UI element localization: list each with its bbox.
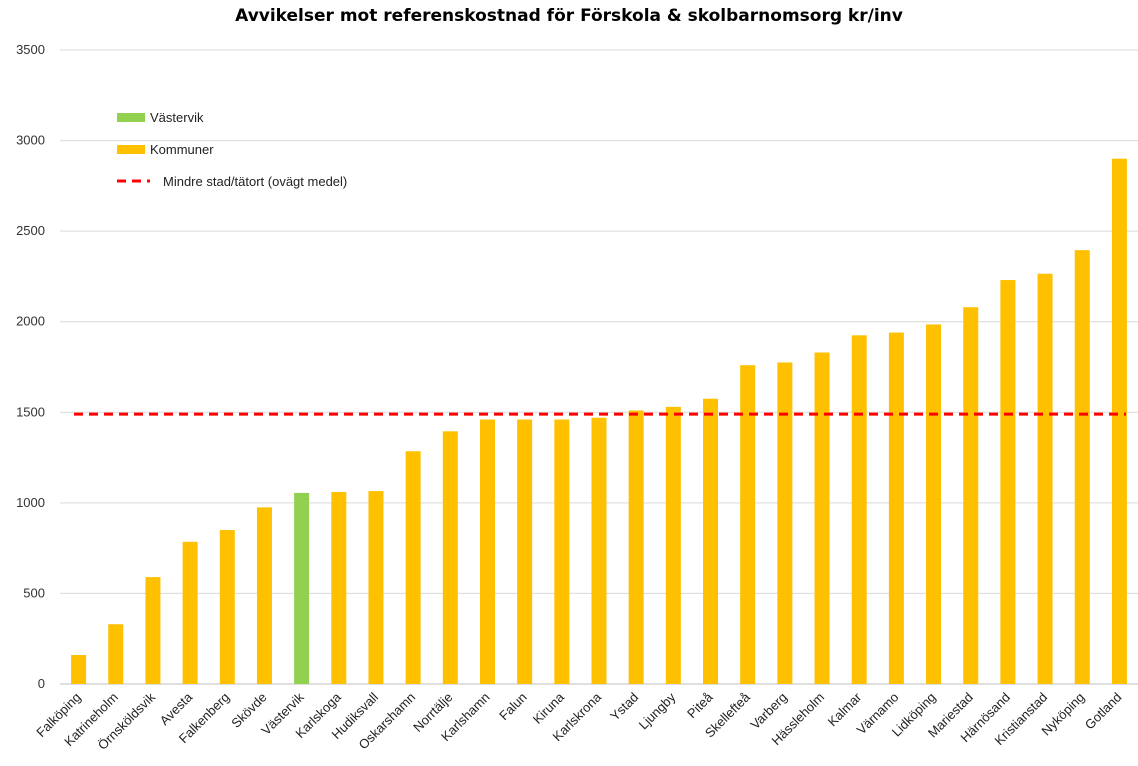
bar [926, 324, 942, 684]
bar [888, 332, 904, 684]
bar [851, 335, 867, 684]
legend: Västervik Kommuner Mindre stad/tätort (o… [117, 110, 347, 189]
bar [554, 419, 570, 684]
bar [963, 307, 979, 684]
x-tick-label: Falun [496, 690, 530, 724]
bar [517, 419, 533, 684]
bar [703, 398, 719, 684]
bar [1037, 273, 1053, 684]
bar [740, 365, 756, 684]
y-tick-label: 3500 [16, 42, 45, 57]
bar [182, 541, 198, 684]
y-tick-label: 2000 [16, 314, 45, 329]
y-tick-label: 1000 [16, 495, 45, 510]
bar [368, 491, 384, 684]
bar [145, 577, 161, 684]
bar [442, 431, 458, 684]
bar-layer [71, 158, 1127, 685]
x-tick-label: Piteå [684, 689, 716, 721]
x-tick-label: Ystad [607, 690, 641, 724]
bar [405, 451, 421, 684]
legend-swatch-kommuner [117, 145, 145, 154]
bar [1074, 250, 1090, 685]
y-tick-label: 500 [23, 585, 45, 600]
legend-label-reference-line: Mindre stad/tätort (ovägt medel) [163, 174, 347, 189]
bar [256, 507, 272, 684]
y-tick-label: 3000 [16, 133, 45, 148]
bar [71, 655, 87, 684]
bar [294, 492, 310, 684]
y-tick-label: 0 [38, 676, 45, 691]
bar [219, 530, 235, 684]
x-tick-label: Ljungby [636, 689, 679, 732]
bar [665, 406, 681, 684]
bar [591, 417, 607, 684]
y-tick-label: 1500 [16, 404, 45, 419]
bar [628, 410, 644, 684]
legend-swatch-vastervik [117, 113, 145, 122]
bar [1111, 158, 1127, 684]
bar [777, 362, 793, 684]
bar [108, 624, 124, 684]
y-tick-label: 2500 [16, 223, 45, 238]
bar [479, 419, 495, 684]
bar [331, 491, 347, 684]
x-tick-label: Gotland [1082, 690, 1125, 733]
legend-label-vastervik: Västervik [150, 110, 204, 125]
legend-label-kommuner: Kommuner [150, 142, 214, 157]
bar [814, 352, 830, 684]
bar [1000, 280, 1016, 684]
chart-title: Avvikelser mot referenskostnad för Försk… [235, 6, 903, 26]
